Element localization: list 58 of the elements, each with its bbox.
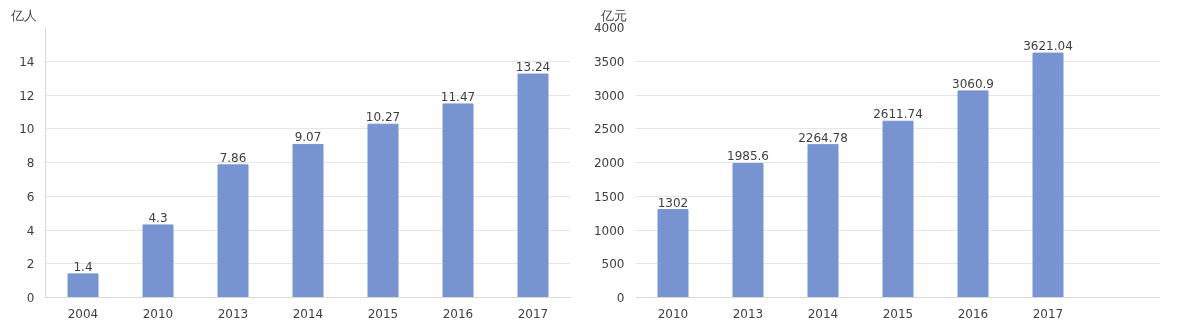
x-tick-label: 2004: [67, 306, 99, 321]
x-tick-label: 2014: [807, 306, 839, 321]
x-tick-label: 2014: [292, 306, 324, 321]
x-tick-label: 2010: [142, 306, 174, 321]
y-tick-label: 3000: [593, 88, 625, 103]
data-label: 2264.78: [798, 130, 848, 145]
y-tick-label: 2500: [593, 122, 625, 137]
data-label: 7.86: [219, 150, 247, 165]
x-tick-label: 2016: [442, 306, 474, 321]
y-tick-label: 4000: [593, 21, 625, 35]
x-tick-label: 2015: [882, 306, 914, 321]
y-tick-label: 6: [26, 189, 35, 204]
bar: [732, 162, 764, 298]
bar: [142, 224, 174, 298]
data-label: 1985.6: [727, 149, 770, 164]
bar: [957, 90, 989, 298]
y-tick-label: 500: [601, 257, 625, 272]
data-label: 11.47: [440, 89, 476, 104]
y-tick-label: 14: [19, 54, 35, 69]
data-label: 3060.9: [952, 76, 995, 91]
y-tick-label: 1500: [593, 189, 625, 204]
data-label: 3621.04: [1023, 39, 1073, 54]
bar: [657, 209, 689, 298]
data-label: 10.27: [365, 110, 401, 125]
bar: [367, 123, 399, 298]
data-label: 2611.74: [873, 107, 923, 122]
x-tick-label: 2017: [517, 306, 549, 321]
y-tick-label: 8: [26, 156, 35, 170]
y-tick-label: 0: [616, 291, 625, 305]
y-tick-label: 10: [19, 122, 35, 137]
bar: [442, 103, 474, 298]
data-label: 9.07: [294, 130, 322, 145]
y-axis-title: 亿元: [599, 7, 627, 23]
y-tick-label: 3500: [593, 54, 625, 69]
x-tick-label: 2013: [732, 306, 764, 321]
y-tick-label: 4: [26, 223, 35, 238]
x-tick-label: 2015: [367, 306, 399, 321]
x-tick-label: 2017: [1032, 306, 1064, 321]
x-tick-label: 2016: [957, 306, 989, 321]
bar: [517, 73, 549, 298]
data-label: 1.4: [73, 259, 93, 274]
x-tick-label: 2013: [217, 306, 249, 321]
bar: [882, 120, 914, 298]
data-label: 4.3: [148, 210, 168, 225]
y-tick-label: 0: [26, 291, 35, 305]
bar: [67, 273, 99, 298]
bar: [1032, 52, 1064, 298]
x-tick-label: 2010: [657, 306, 689, 321]
bar: [807, 144, 839, 298]
bar: [217, 164, 249, 298]
data-label: 13.24: [515, 60, 551, 75]
y-tick-label: 2: [26, 257, 35, 272]
y-tick-label: 12: [19, 88, 35, 103]
y-tick-label: 1000: [593, 223, 625, 238]
y-tick-label: 2000: [593, 156, 625, 170]
bar: [292, 143, 324, 298]
data-label: 1302: [657, 195, 689, 210]
y-axis-title: 亿人: [9, 7, 37, 23]
